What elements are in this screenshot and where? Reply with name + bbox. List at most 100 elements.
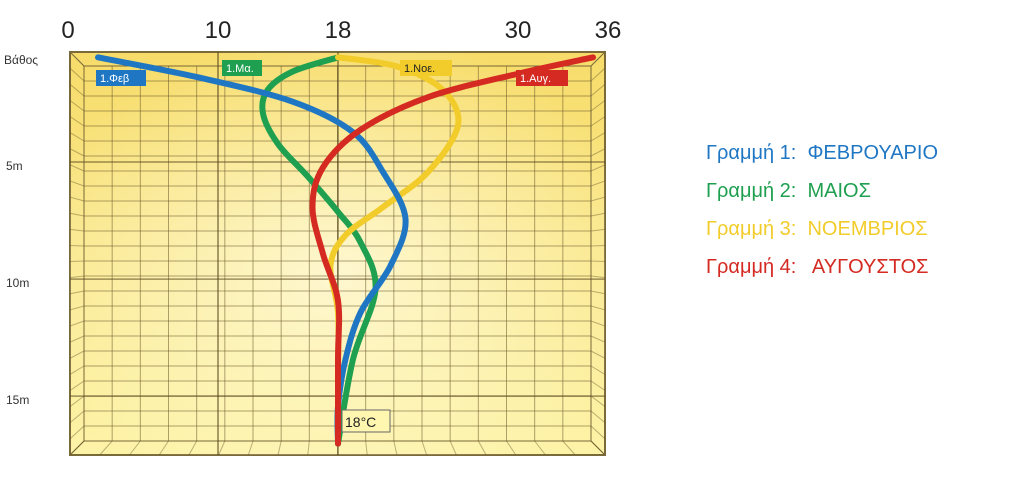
grid-floor-line [365,440,368,456]
series-line-4 [309,54,596,447]
grid-wall-line [69,116,85,127]
grid-wall-line [590,51,606,67]
grid-wall-line [590,395,606,408]
grid-floor-line [247,440,254,456]
series-tag-2: 1.Μα. [226,63,254,75]
grid-floor-line [534,440,546,456]
grid-wall-line [69,244,85,247]
grid-wall-line [590,290,606,295]
grid-wall-line [590,350,606,359]
legend-item-2: Γραμμή 2: ΜΑΙΟΣ [706,180,871,202]
x-tick-label: 18 [325,17,352,44]
grid-wall-line [590,275,606,279]
grid-wall-line [69,67,85,82]
grid-wall-line [590,305,606,311]
series-tag-1: 1.Φεβ [100,73,129,85]
grid-wall-line [69,305,85,311]
grid-wall-line [590,410,606,424]
grid-wall-line [69,290,85,295]
grid-floor-line [449,440,457,456]
x-tick-label: 30 [505,17,532,44]
grid-wall-line [590,365,606,375]
frame-corner-line [69,440,85,456]
legend: Γραμμή 1: ΦΕΒΡΟΥΑΡΙΟ Γραμμή 2: ΜΑΙΟΣ Γρα… [706,134,938,286]
grid-wall-line [590,335,606,343]
grid-floor-line [421,440,428,456]
legend-item-1: Γραμμή 1: ΦΕΒΡΟΥΑΡΙΟ [706,142,939,164]
grid-wall-line [69,425,85,440]
x-tick-label: 10 [205,17,232,44]
grid-wall-line [590,244,606,247]
y-tick-label: 5m [6,159,23,173]
grid-wall-line [590,67,606,82]
grid-wall-line [69,410,85,424]
frame-corner-line [590,51,606,67]
series-tag-box-3 [400,60,452,76]
x-tick-label: 36 [595,17,622,44]
legend-item-3: Γραμμή 3: ΝΟΕΜΒΡΙΟΣ [706,218,928,240]
temperature-annotation: 18°C [341,409,391,433]
grid-wall-line [590,180,606,187]
grid-wall-line [69,440,85,456]
frame-corner-line [590,440,606,456]
grid-wall-line [590,260,606,263]
grid-wall-line [590,320,606,327]
grid-wall-line [69,99,85,112]
grid-wall-line [69,212,85,217]
x-tick-label: 0 [61,17,74,44]
grid-floor-line [393,440,398,456]
grid-wall-line [590,148,606,157]
grid-wall-line [69,228,85,232]
grid-wall-line [69,180,85,187]
series-tag-4: 1.Αυγ. [520,73,551,85]
grid-wall-line [69,148,85,157]
grid-floor-line [129,440,141,456]
grid-wall-line [590,440,606,456]
series-tag-box-4 [516,70,568,86]
grid-wall-line [69,335,85,343]
grid-wall-line [69,395,85,408]
y-tick-label: 10m [6,276,29,290]
y-tick-label: 15m [6,393,29,407]
grid-wall-line [590,425,606,440]
grid-floor-line [562,440,576,456]
series-layer [95,54,596,447]
frame-corner-line [69,51,85,67]
grid-wall-line [69,365,85,375]
grid-floor-line [158,440,169,456]
grid-floor-line [307,440,310,456]
grid-wall-line [590,83,606,97]
grid-wall-line [69,132,85,142]
series-line-2 [259,54,379,447]
grid-wall-line [590,132,606,142]
grid-wall-line [69,83,85,97]
grid-floor-line [99,440,113,456]
grid-wall-line [590,196,606,202]
legend-item-4: Γραμμή 4: ΑΥΓΟΥΣΤΟΣ [706,256,929,278]
grid-floor-line [477,440,487,456]
grid-wall-line [590,228,606,232]
grid-wall-line [69,275,85,279]
grid-wall-line [590,116,606,127]
depth-temperature-chart: 1.Φεβ 1.Μα. 1.Νοε. 1.Αυγ. 0 10 18 30 36 5m 10m 15m… [4,17,622,456]
grid-wall-line [69,350,85,359]
grid-floor-line [218,440,226,456]
grid-wall-line [590,380,606,391]
series-tags: 1.Φεβ 1.Μα. 1.Νοε. 1.Αυγ. [96,60,568,86]
grid-floor-line [277,440,282,456]
grid-floor-line [69,440,85,456]
series-tag-box-2 [222,60,262,76]
grid-wall-line [69,320,85,327]
grid-wall-line [590,164,606,172]
grid-wall-line [69,164,85,172]
series-line-1 [95,54,409,447]
series-tag-3: 1.Νοε. [404,63,435,75]
grid-floor-line [590,440,606,456]
y-axis-label: Βάθος [4,53,38,67]
grid-floor-line [188,440,198,456]
series-tag-box-1 [96,70,146,86]
grid-wall-line [69,380,85,391]
grid-wall-line [69,196,85,202]
annotation-text: 18°C [345,414,376,430]
grid-wall-line [590,212,606,217]
